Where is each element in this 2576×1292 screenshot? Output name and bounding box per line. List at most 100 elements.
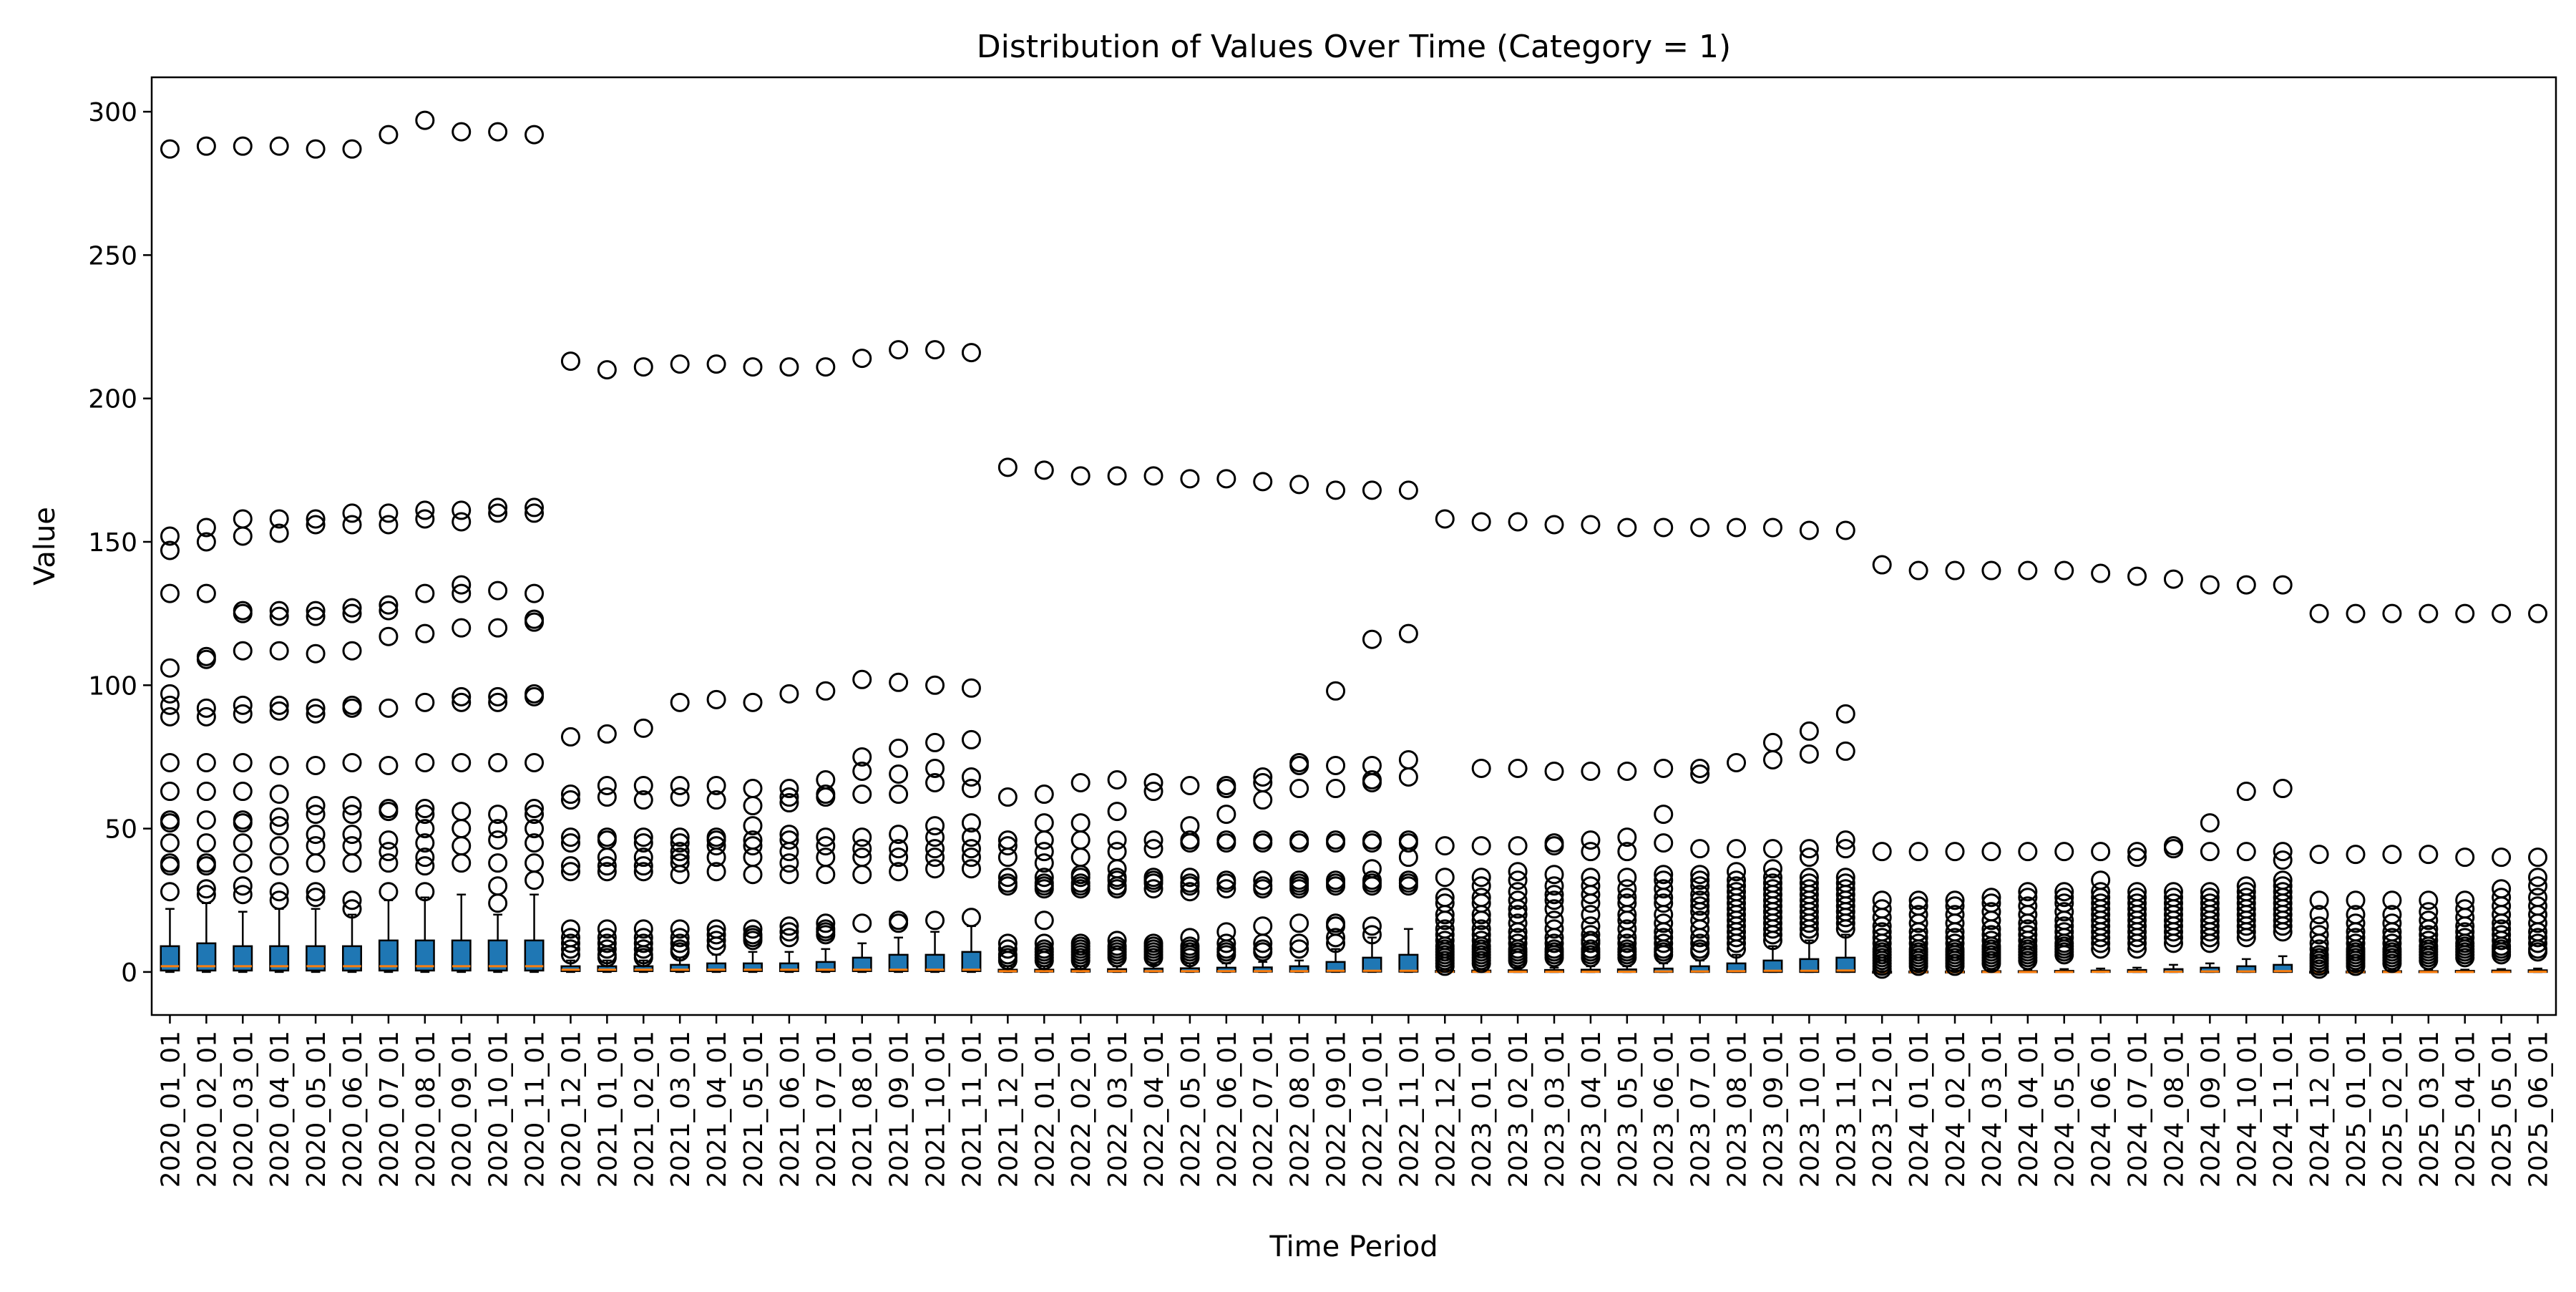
outlier-point: [1435, 868, 1455, 888]
outlier-point: [2091, 842, 2111, 862]
outlier-point: [2382, 603, 2402, 623]
outlier-point: [997, 836, 1018, 856]
outlier-point: [779, 684, 799, 704]
outlier-point: [1180, 868, 1200, 888]
outlier-point: [2163, 933, 2183, 953]
box: [961, 951, 982, 972]
outlier-point: [779, 842, 799, 862]
outlier-point: [997, 876, 1018, 896]
x-tick-label: 2023_10_01: [1795, 1031, 1825, 1187]
outlier-point: [1617, 868, 1637, 888]
outlier-point: [633, 933, 653, 953]
outlier-point: [743, 919, 763, 939]
outlier-point: [743, 816, 763, 836]
x-tick-label: 2024_12_01: [2306, 1031, 2335, 1187]
box: [1398, 953, 1419, 973]
outlier-point: [160, 752, 180, 772]
outlier-point: [1034, 842, 1054, 862]
outlier-point: [1617, 842, 1637, 862]
outlier-point: [1727, 518, 1747, 538]
x-tick-label: 2023_03_01: [1541, 1031, 1570, 1187]
x-tick-label: 2020_05_01: [302, 1031, 331, 1187]
outlier-point: [1690, 890, 1710, 910]
outlier-point: [269, 785, 289, 805]
x-tick-label: 2022_02_01: [1067, 1031, 1096, 1187]
outlier-point: [269, 695, 289, 715]
outlier-point: [1762, 859, 1782, 879]
outlier-point: [670, 942, 690, 962]
x-tick-label: 2024_10_01: [2233, 1031, 2262, 1187]
outlier-point: [1253, 790, 1273, 810]
outlier-point: [2091, 933, 2111, 953]
outlier-point: [560, 790, 580, 810]
outlier-point: [1216, 945, 1236, 965]
outlier-point: [816, 925, 836, 945]
outlier-point: [2200, 928, 2220, 948]
outlier-point: [889, 825, 909, 845]
outlier-point: [889, 340, 909, 360]
outlier-point: [269, 807, 289, 827]
outlier-point: [925, 773, 945, 793]
outlier-point: [269, 701, 289, 721]
outlier-point: [670, 827, 690, 847]
x-tick-label: 2024_01_01: [1905, 1031, 1934, 1187]
outlier-point: [2528, 942, 2548, 962]
outlier-point: [196, 518, 216, 538]
outlier-point: [1289, 833, 1309, 853]
outlier-point: [1581, 948, 1601, 968]
outlier-point: [925, 675, 945, 695]
outlier-point: [1981, 953, 2001, 973]
outlier-point: [525, 612, 545, 632]
outlier-point: [1945, 890, 1965, 910]
outlier-point: [342, 139, 362, 159]
outlier-point: [233, 526, 253, 546]
outlier-point: [1034, 853, 1054, 873]
outlier-point: [889, 913, 909, 933]
outlier-point: [670, 692, 690, 712]
outlier-point: [2018, 951, 2038, 971]
outlier-point: [1799, 721, 1819, 741]
x-tick-label: 2023_01_01: [1468, 1031, 1497, 1187]
outlier-point: [306, 825, 326, 845]
outlier-point: [925, 839, 945, 859]
outlier-point: [306, 643, 326, 664]
y-tick-label: 250: [88, 241, 137, 271]
outlier-point: [706, 790, 726, 810]
outlier-point: [342, 890, 362, 910]
outlier-point: [2200, 933, 2220, 953]
outlier-point: [597, 919, 617, 939]
outlier-point: [488, 581, 508, 601]
outlier-point: [1508, 870, 1528, 890]
x-tick-label: 2022_10_01: [1358, 1031, 1387, 1187]
x-tick-label: 2020_11_01: [521, 1031, 550, 1187]
x-tick-label: 2024_04_01: [2014, 1031, 2044, 1187]
x-tick-label: 2021_06_01: [776, 1031, 805, 1187]
outlier-point: [196, 752, 216, 772]
outlier-point: [779, 787, 799, 807]
outlier-point: [560, 933, 580, 953]
outlier-point: [342, 503, 362, 523]
outlier-point: [852, 747, 872, 767]
outlier-point: [1362, 629, 1382, 649]
outlier-point: [1471, 910, 1491, 931]
outlier-point: [1799, 925, 1819, 945]
outlier-point: [415, 882, 435, 902]
outlier-point: [1508, 899, 1528, 919]
x-tick-label: 2023_07_01: [1687, 1031, 1716, 1187]
outlier-point: [2163, 839, 2183, 859]
outlier-point: [452, 853, 472, 873]
outlier-point: [2492, 945, 2512, 965]
outlier-point: [1143, 948, 1163, 968]
outlier-point: [488, 819, 508, 839]
outlier-point: [2492, 905, 2512, 925]
outlier-point: [488, 752, 508, 772]
y-tick-label: 100: [88, 671, 137, 701]
outlier-point: [306, 755, 326, 775]
outlier-point: [633, 939, 653, 959]
outlier-point: [1070, 879, 1091, 899]
outlier-point: [1435, 509, 1455, 529]
x-tick-label: 2024_06_01: [2087, 1031, 2117, 1187]
outlier-point: [1835, 908, 1855, 928]
outlier-point: [1872, 842, 1892, 862]
